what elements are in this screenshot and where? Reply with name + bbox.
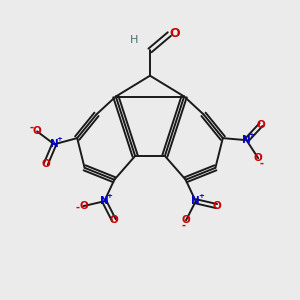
Text: O: O	[79, 201, 88, 211]
Text: O: O	[33, 126, 41, 136]
Text: N: N	[242, 135, 251, 145]
Text: N: N	[100, 196, 109, 206]
Text: +: +	[198, 193, 204, 199]
Text: O: O	[169, 27, 180, 40]
Text: O: O	[110, 215, 118, 225]
Text: -: -	[30, 122, 34, 133]
Text: N: N	[50, 139, 58, 149]
Text: -: -	[75, 202, 79, 213]
Text: O: O	[41, 159, 50, 169]
Text: N: N	[191, 196, 200, 206]
Text: H: H	[130, 35, 138, 45]
Text: -: -	[260, 159, 264, 169]
Text: +: +	[56, 136, 62, 142]
Text: O: O	[254, 153, 262, 163]
Text: -: -	[181, 221, 185, 231]
Text: O: O	[257, 119, 266, 130]
Text: +: +	[249, 132, 254, 138]
Text: O: O	[212, 201, 221, 211]
Text: O: O	[182, 215, 190, 225]
Text: +: +	[106, 193, 112, 199]
